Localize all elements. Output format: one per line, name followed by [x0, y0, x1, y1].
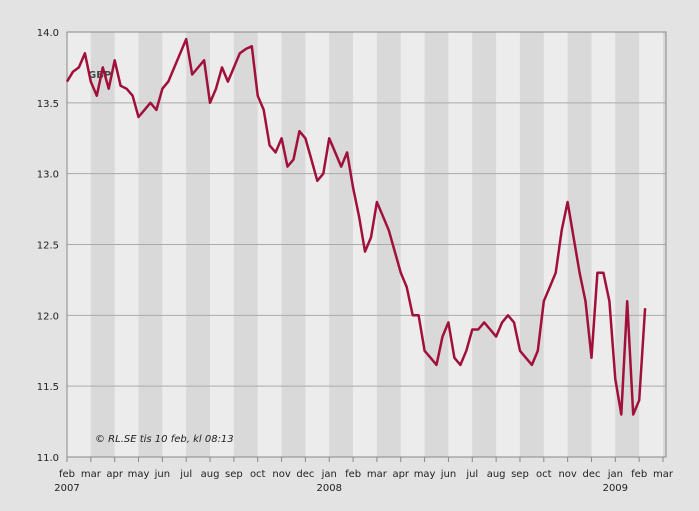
x-tick-label: jun: [154, 469, 170, 480]
x-tick-label: jul: [465, 469, 478, 480]
x-tick-label: jan: [321, 469, 337, 480]
y-tick-label: 14.0: [37, 28, 59, 39]
x-tick-label: oct: [536, 469, 552, 480]
y-tick-label: 11.0: [37, 453, 59, 464]
x-tick-label: apr: [392, 469, 409, 480]
x-tick-label: sep: [225, 469, 243, 480]
x-tick-label: feb: [631, 469, 647, 480]
x-tick-label: nov: [272, 469, 290, 480]
x-tick-label: jan: [607, 469, 623, 480]
x-tick-label: feb: [59, 469, 75, 480]
x-tick-label: mar: [367, 469, 388, 480]
y-tick-label: 12.0: [37, 311, 59, 322]
x-tick-label: may: [414, 469, 436, 480]
x-tick-label: dec: [582, 469, 600, 480]
x-tick-label: oct: [250, 469, 266, 480]
x-tick-label: feb: [345, 469, 361, 480]
y-tick-label: 11.5: [37, 382, 59, 393]
x-year-label: 2007: [54, 483, 79, 494]
y-tick-label: 12.5: [37, 241, 59, 252]
x-tick-label: aug: [201, 469, 220, 480]
x-tick-label: mar: [81, 469, 102, 480]
chart-title: GBP: [88, 70, 111, 81]
x-tick-label: apr: [106, 469, 123, 480]
x-tick-label: jul: [179, 469, 192, 480]
x-tick-label: dec: [296, 469, 314, 480]
x-tick-label: may: [128, 469, 150, 480]
x-tick-label: mar: [653, 469, 674, 480]
annotation: © RL.SE tis 10 feb, kl 08:13: [95, 434, 234, 445]
x-tick-label: sep: [511, 469, 529, 480]
x-tick-label: nov: [558, 469, 576, 480]
plot-border: [66, 31, 667, 458]
y-tick-label: 13.0: [37, 170, 59, 181]
x-tick-label: aug: [487, 469, 506, 480]
x-year-label: 2009: [603, 483, 628, 494]
y-tick-label: 13.5: [37, 99, 59, 110]
x-year-label: 2008: [317, 483, 342, 494]
x-tick-label: jun: [440, 469, 456, 480]
line-series: [65, 37, 647, 416]
